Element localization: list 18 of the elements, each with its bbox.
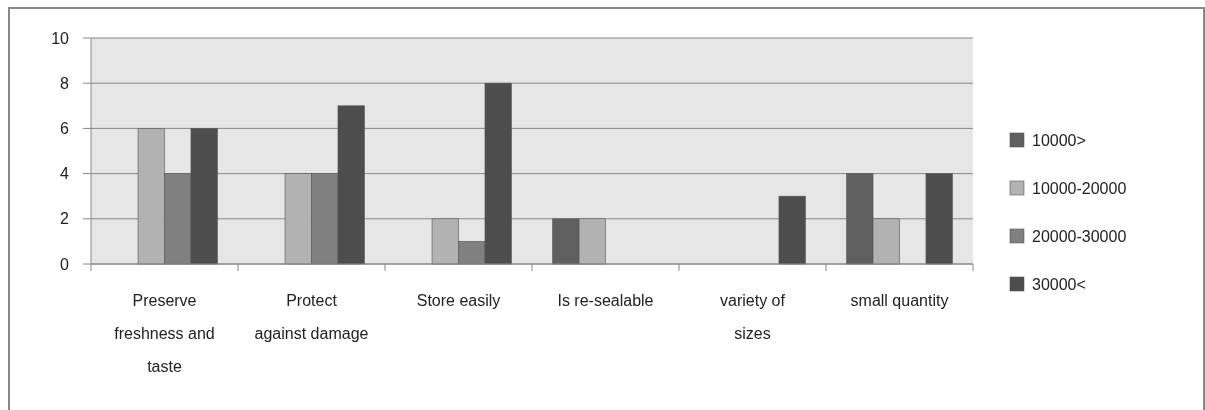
y-tick-label: 0	[60, 255, 70, 273]
y-tick-label: 6	[60, 120, 70, 137]
legend-label: 10000-20000	[1032, 179, 1127, 197]
x-tick-label: Preserve freshness and taste	[114, 292, 215, 375]
x-tick-label: Is re-sealable	[557, 292, 654, 309]
bar	[925, 173, 953, 265]
y-tick-label: 8	[60, 74, 70, 92]
x-tick-label: Store easily	[416, 292, 501, 309]
x-tick-label: variety of sizes	[720, 292, 786, 342]
y-tick-label: 4	[60, 165, 70, 183]
y-tick-label: 2	[60, 210, 70, 228]
legend-label: 30000<	[1032, 275, 1086, 293]
y-tick-label: 10	[51, 29, 70, 47]
x-tick-label: small quantity	[850, 292, 949, 309]
bar	[778, 195, 806, 265]
x-tick-label: Protect against damage	[254, 292, 369, 342]
legend-label: 20000-30000	[1032, 227, 1127, 245]
legend-label: 10000>	[1032, 131, 1086, 149]
